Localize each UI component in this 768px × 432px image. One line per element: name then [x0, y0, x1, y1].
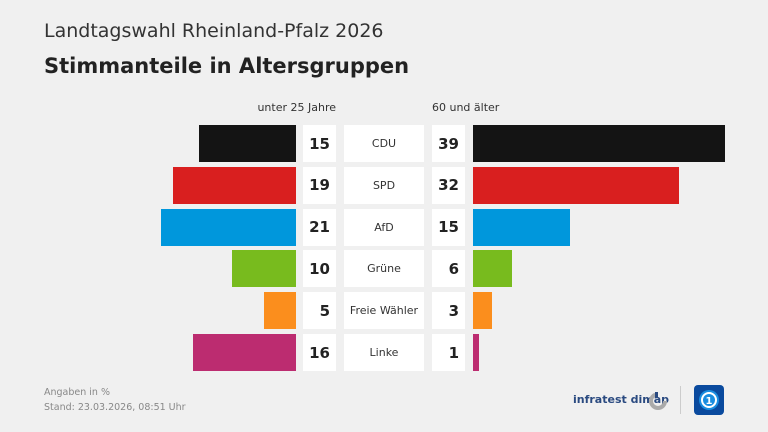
category-box: Linke — [344, 334, 424, 371]
category-box: AfD — [344, 208, 424, 246]
value-box-right: 15 — [432, 208, 465, 246]
bar-left-grüne — [231, 250, 296, 288]
chart-row: 21 AfD 15 — [0, 208, 768, 246]
category-label: AfD — [374, 220, 394, 234]
value-label-left: 15 — [309, 134, 330, 153]
bar-right-cdu — [473, 125, 725, 162]
value-label-right: 3 — [448, 301, 459, 320]
value-box-left: 21 — [303, 208, 336, 246]
value-label-left: 10 — [309, 259, 330, 278]
bar-left-linke — [192, 334, 296, 371]
value-box-right: 32 — [432, 166, 465, 204]
category-label: Freie Wähler — [349, 304, 419, 318]
category-box: CDU — [344, 125, 424, 162]
svg-text:1: 1 — [706, 396, 713, 407]
unit-note: Angaben in % — [44, 387, 110, 398]
category-label: SPD — [372, 178, 396, 192]
category-box: SPD — [344, 166, 424, 204]
value-box-right: 1 — [432, 334, 465, 371]
category-label: Linke — [369, 346, 399, 359]
bar-left-freie-wähler — [263, 292, 296, 330]
category-label: Grüne — [367, 262, 401, 276]
infratest-dimap-icon — [649, 392, 667, 410]
chart-row: 19 SPD 32 — [0, 166, 768, 204]
value-box-right: 3 — [432, 292, 465, 330]
chart-row: 16 Linke 1 — [0, 334, 768, 371]
infratest-dimap-logo: infratest dimap — [573, 393, 669, 406]
value-label-right: 1 — [448, 343, 459, 362]
bar-right-linke — [473, 334, 480, 371]
bar-left-cdu — [199, 125, 296, 162]
supertitle: Landtagswahl Rheinland-Pfalz 2026 — [44, 20, 384, 42]
timestamp: Stand: 23.03.2026, 08:51 Uhr — [44, 402, 186, 413]
bar-left-spd — [173, 166, 296, 204]
category-box: Grüne — [344, 250, 424, 288]
value-label-left: 5 — [319, 301, 330, 320]
value-box-left: 15 — [303, 125, 336, 162]
right-column-header: 60 und älter — [432, 101, 500, 114]
bar-left-afd — [160, 208, 296, 246]
value-box-left: 19 — [303, 166, 336, 204]
category-label: CDU — [371, 137, 397, 150]
value-box-left: 5 — [303, 292, 336, 330]
value-box-left: 10 — [303, 250, 336, 288]
bar-right-spd — [473, 166, 680, 204]
value-label-right: 15 — [438, 218, 459, 237]
chart-row: 5 Freie Wähler 3 — [0, 292, 768, 330]
chart-row: 15 CDU 39 — [0, 125, 768, 162]
value-label-right: 39 — [438, 134, 459, 153]
left-column-header: unter 25 Jahre — [257, 101, 336, 114]
bar-right-grüne — [473, 250, 512, 288]
divider — [680, 386, 681, 414]
value-box-right: 6 — [432, 250, 465, 288]
tagesschau-logo-icon: 1 — [694, 385, 724, 415]
value-label-left: 21 — [309, 218, 330, 237]
value-label-left: 19 — [309, 176, 330, 195]
value-box-left: 16 — [303, 334, 336, 371]
value-box-right: 39 — [432, 125, 465, 162]
bar-right-freie-wähler — [473, 292, 493, 330]
chart-row: 10 Grüne 6 — [0, 250, 768, 288]
value-label-right: 6 — [448, 259, 459, 278]
category-box: Freie Wähler — [344, 292, 424, 330]
value-label-left: 16 — [309, 343, 330, 362]
value-label-right: 32 — [438, 176, 459, 195]
chart-title: Stimmanteile in Altersgruppen — [44, 54, 410, 78]
bar-right-afd — [473, 208, 570, 246]
